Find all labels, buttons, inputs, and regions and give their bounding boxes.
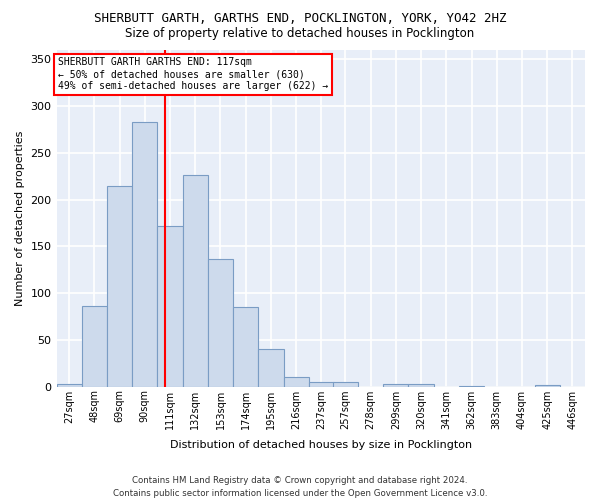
Text: Contains HM Land Registry data © Crown copyright and database right 2024.
Contai: Contains HM Land Registry data © Crown c… [113,476,487,498]
Bar [309,382,334,386]
Text: SHERBUTT GARTH GARTHS END: 117sqm
← 50% of detached houses are smaller (630)
49%: SHERBUTT GARTH GARTHS END: 117sqm ← 50% … [58,58,328,90]
Bar [157,226,182,386]
X-axis label: Distribution of detached houses by size in Pocklington: Distribution of detached houses by size … [170,440,472,450]
Bar [56,384,82,386]
Bar [259,349,284,387]
Text: SHERBUTT GARTH, GARTHS END, POCKLINGTON, YORK, YO42 2HZ: SHERBUTT GARTH, GARTHS END, POCKLINGTON,… [94,12,506,26]
Bar [233,307,259,386]
Y-axis label: Number of detached properties: Number of detached properties [15,130,25,306]
Bar [82,306,107,386]
Bar [535,384,560,386]
Bar [409,384,434,386]
Bar [284,378,309,386]
Bar [383,384,409,386]
Bar [208,260,233,386]
Bar [107,186,132,386]
Bar [132,122,157,386]
Bar [333,382,358,386]
Text: Size of property relative to detached houses in Pocklington: Size of property relative to detached ho… [125,28,475,40]
Bar [182,176,208,386]
